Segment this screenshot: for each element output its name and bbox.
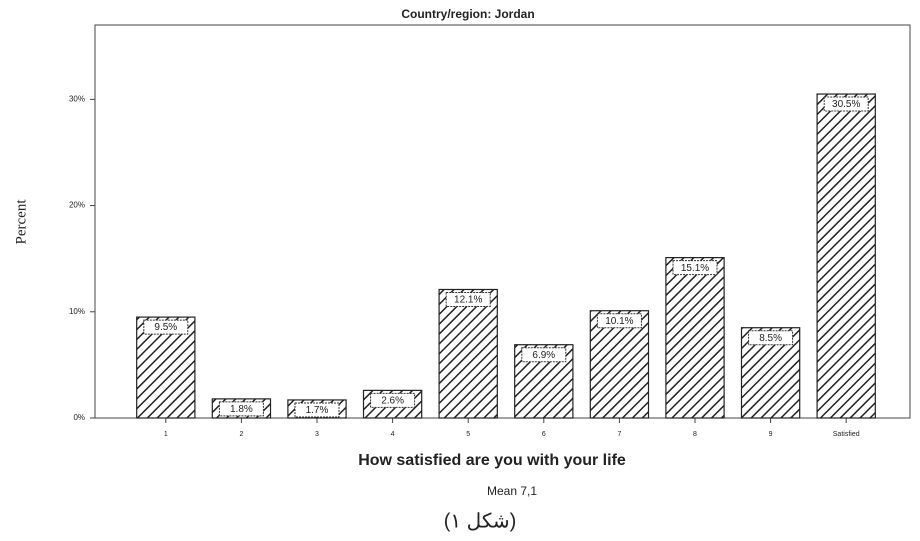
- x-tick-label: 4: [391, 431, 395, 438]
- bar: [816, 93, 876, 419]
- value-label: 6.9%: [532, 350, 555, 361]
- x-tick-label: 8: [693, 431, 697, 438]
- y-tick-label: 10%: [69, 307, 85, 316]
- x-axis-label: How satisfied are you with your life: [358, 452, 626, 469]
- value-label-box: [823, 96, 869, 112]
- value-label: 10.1%: [605, 316, 633, 327]
- value-label: 8.5%: [759, 333, 782, 344]
- value-label-box: [143, 319, 189, 335]
- value-label-box: [521, 347, 567, 363]
- value-label: 12.1%: [454, 295, 482, 306]
- y-tick-label: 20%: [69, 201, 85, 210]
- value-label: 30.5%: [832, 99, 860, 110]
- y-tick-label: 30%: [69, 94, 85, 103]
- value-label: 1.7%: [306, 405, 329, 416]
- value-label-box: [294, 402, 340, 418]
- value-label-box: [218, 401, 264, 417]
- x-tick-label: 6: [542, 431, 546, 438]
- y-axis-label: Percent: [13, 199, 29, 245]
- bar: [589, 310, 650, 419]
- value-label-box: [672, 260, 718, 276]
- value-label: 9.5%: [154, 322, 177, 333]
- value-label: 2.6%: [381, 396, 404, 407]
- value-label: 1.8%: [230, 404, 253, 415]
- value-label-box: [748, 330, 794, 346]
- plot-frame: [94, 24, 911, 419]
- bar: [665, 257, 725, 419]
- x-tick-label: Satisfied: [833, 431, 860, 438]
- x-tick-label: 3: [315, 431, 319, 438]
- x-tick-label: 7: [617, 431, 621, 438]
- chart-title: Country/region: Jordan: [401, 7, 534, 21]
- x-tick-label: 1: [164, 431, 168, 438]
- caption: (شكل ١): [444, 510, 517, 532]
- y-tick-label: 0%: [73, 413, 85, 422]
- value-label: 15.1%: [681, 263, 709, 274]
- bar: [438, 288, 498, 419]
- x-tick-label: 5: [466, 431, 470, 438]
- value-label-box: [370, 392, 416, 408]
- subtitle: Mean 7,1: [487, 484, 537, 498]
- value-label-box: [445, 291, 491, 307]
- x-tick-label: 9: [769, 431, 773, 438]
- value-label-box: [596, 313, 642, 329]
- x-tick-label: 2: [239, 431, 243, 438]
